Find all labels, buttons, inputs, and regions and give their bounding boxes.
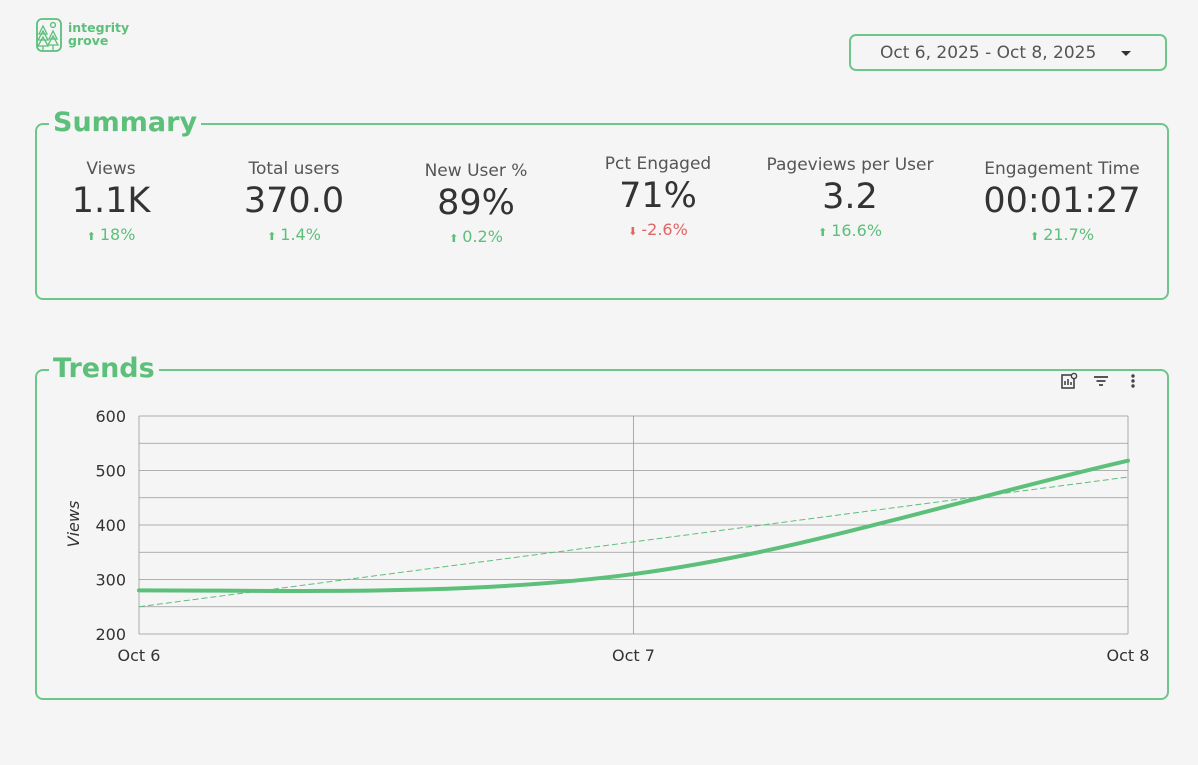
date-range-picker[interactable]: Oct 6, 2025 - Oct 8, 2025 [849, 34, 1167, 71]
x-tick-label: Oct 8 [1107, 646, 1150, 665]
metric-value: 00:01:27 [983, 181, 1141, 221]
metric-label: Pct Engaged [604, 154, 712, 174]
brand-logo: integrity grove [36, 18, 146, 54]
metric-delta-value: 21.7% [1043, 225, 1095, 244]
metric-value: 3.2 [822, 177, 878, 217]
brand-line-1: integrity [68, 20, 130, 35]
metric-value: 370.0 [243, 181, 345, 221]
views-series-line [137, 458, 1130, 593]
x-axis-ticks: Oct 6 Oct 7 Oct 8 [118, 646, 1150, 665]
arrow-up-icon: ⬆ [449, 232, 459, 245]
metric-value: 89% [437, 183, 515, 223]
caret-down-icon[interactable] [1121, 51, 1131, 56]
metric-pageviews-per-user: Pageviews per User 3.2 ⬆ 16.6% [750, 155, 950, 240]
metric-delta-value: 0.2% [462, 227, 503, 246]
filter-icon[interactable] [1091, 371, 1111, 391]
views-line-chart: 200 300 400 500 600 Oct 6 Oct 7 Oct 8 Views [64, 407, 1150, 665]
x-tick-label: Oct 7 [612, 646, 655, 665]
metric-label: New User % [424, 161, 528, 181]
arrow-up-icon: ⬆ [267, 230, 277, 243]
metric-value: 1.1K [71, 181, 151, 221]
metric-new-user-pct: New User % 89% ⬆ 0.2% [376, 161, 576, 246]
metric-delta-value: -2.6% [641, 220, 688, 239]
summary-title: Summary [49, 107, 202, 139]
y-tick-label: 400 [95, 516, 126, 535]
forest-logo-icon [36, 18, 62, 52]
trends-panel: Trends 200 300 400 500 600 Oct 6 Oct 7 Oct 8 V… [35, 353, 1169, 700]
chart-grid [138, 415, 1129, 635]
brand-name: integrity grove [68, 21, 129, 47]
chart-series [137, 458, 1130, 608]
metric-label: Views [86, 159, 136, 179]
metric-label: Pageviews per User [766, 155, 934, 175]
metric-label: Total users [248, 159, 340, 179]
arrow-up-icon: ⬆ [817, 226, 828, 239]
y-tick-label: 600 [95, 407, 126, 426]
trends-title: Trends [49, 353, 159, 385]
metric-delta: ⬆ 1.4% [194, 225, 394, 244]
metric-delta: ⬆ 21.7% [962, 225, 1162, 244]
metric-delta: ⬇ -2.6% [558, 220, 758, 239]
metric-delta-value: 18% [99, 225, 136, 244]
y-tick-label: 300 [95, 571, 126, 590]
metric-delta: ⬆ 16.6% [750, 221, 950, 240]
arrow-up-icon: ⬆ [1029, 230, 1040, 243]
y-axis-ticks: 200 300 400 500 600 [95, 407, 126, 644]
metric-value: 71% [619, 176, 697, 216]
brand-line-2: grove [68, 33, 109, 48]
metric-engagement-time: Engagement Time 00:01:27 ⬆ 21.7% [962, 159, 1162, 244]
summary-panel: Summary Views 1.1K ⬆ 18% Total users 370.… [35, 107, 1169, 300]
y-axis-label: Views [64, 501, 83, 548]
arrow-up-icon: ⬆ [86, 230, 96, 243]
metric-delta: ⬆ 18% [11, 225, 211, 244]
arrow-down-icon: ⬇ [628, 225, 638, 238]
date-range-label: Oct 6, 2025 - Oct 8, 2025 [880, 42, 1097, 63]
y-tick-label: 500 [95, 462, 126, 481]
more-vert-icon[interactable] [1123, 371, 1143, 391]
chart-settings-icon[interactable] [1059, 371, 1079, 391]
y-tick-label: 200 [95, 625, 126, 644]
views-trendline [138, 476, 1129, 608]
metric-views: Views 1.1K ⬆ 18% [11, 159, 211, 244]
metric-total-users: Total users 370.0 ⬆ 1.4% [194, 159, 394, 244]
metric-delta-value: 16.6% [831, 221, 883, 240]
metric-delta: ⬆ 0.2% [376, 227, 576, 246]
x-tick-label: Oct 6 [118, 646, 161, 665]
metric-pct-engaged: Pct Engaged 71% ⬇ -2.6% [558, 154, 758, 239]
metric-delta-value: 1.4% [280, 225, 321, 244]
metric-label: Engagement Time [984, 159, 1140, 179]
